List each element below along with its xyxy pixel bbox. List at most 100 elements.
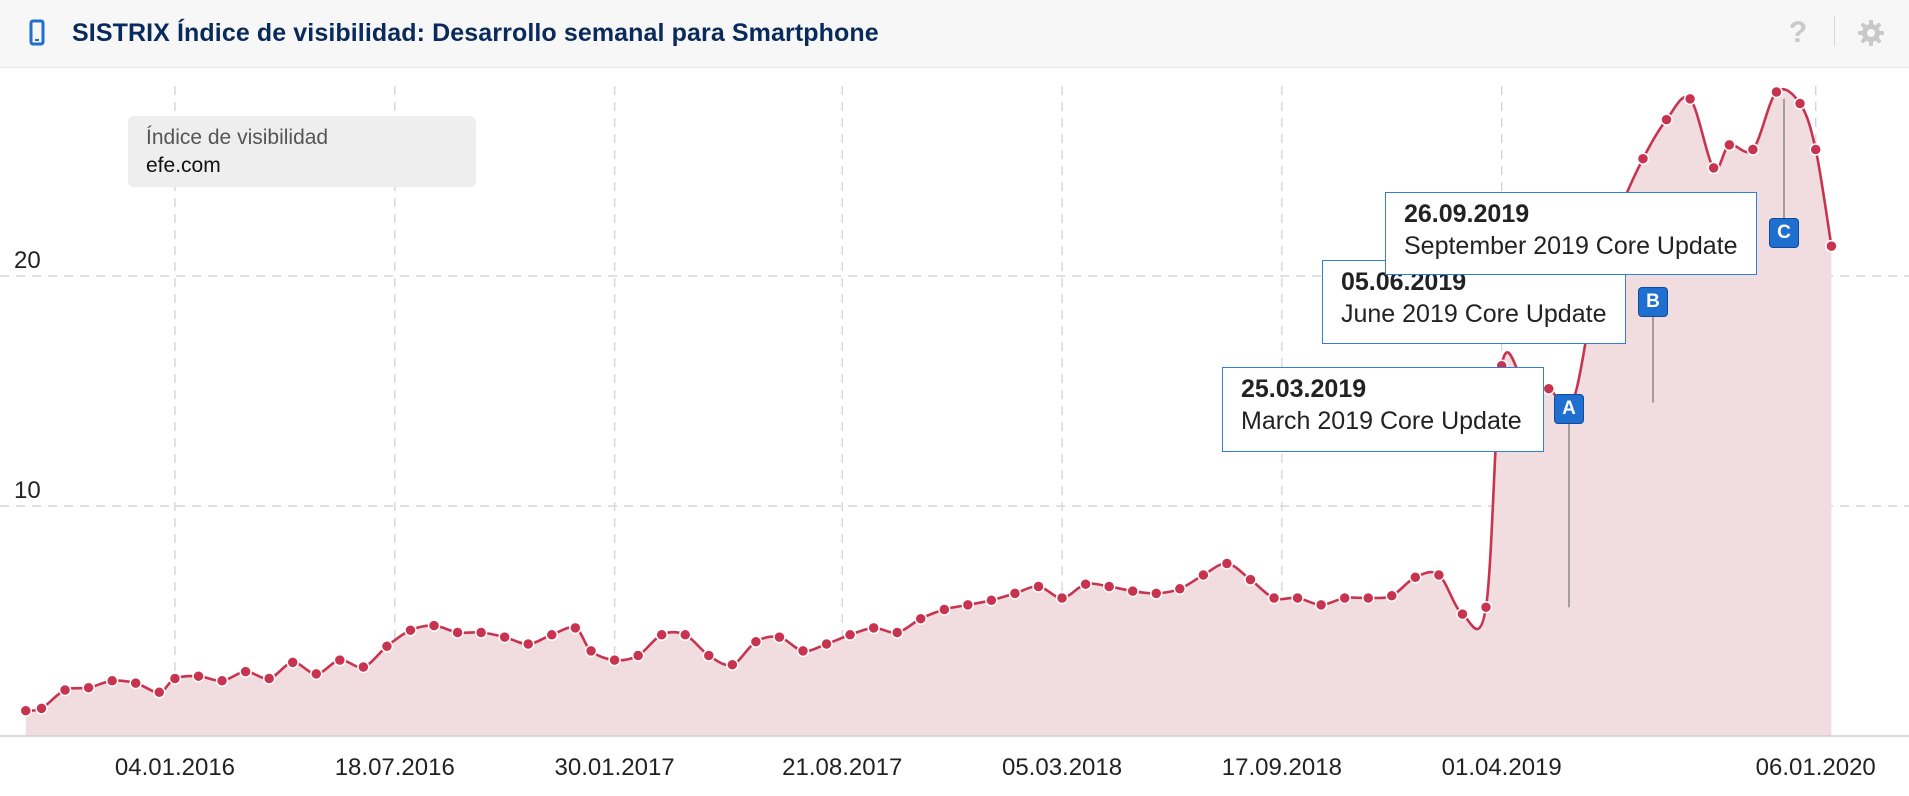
data-point [1809, 143, 1822, 156]
data-point [1660, 113, 1673, 126]
data-point [702, 649, 716, 662]
data-point [1746, 143, 1760, 156]
data-point [105, 674, 119, 688]
y-tick-label: 20 [14, 247, 41, 274]
data-point [498, 630, 511, 644]
chart-title: SISTRIX Índice de visibilidad: Desarroll… [72, 19, 879, 47]
data-point [890, 626, 904, 639]
gear-icon[interactable] [1856, 18, 1886, 48]
data-point [192, 669, 205, 683]
data-point [1150, 587, 1163, 600]
annotation-a-text: March 2019 Core Update [1241, 407, 1522, 435]
data-point [1291, 591, 1304, 605]
data-point [749, 635, 763, 648]
annotation-c-text: September 2019 Core Update [1404, 232, 1738, 260]
data-point [1636, 152, 1650, 165]
data-point [1385, 589, 1399, 602]
data-point [1409, 571, 1422, 584]
data-point [129, 676, 142, 690]
data-point [726, 658, 739, 671]
annotation-c-date: 26.09.2019 [1404, 200, 1530, 228]
legend-label: Índice de visibilidad [146, 126, 329, 149]
data-point [1479, 600, 1493, 614]
data-point [867, 621, 880, 635]
x-tick-label: 21.08.2017 [782, 754, 902, 781]
question-mark-icon[interactable]: ? [1788, 16, 1808, 49]
data-point [631, 649, 645, 662]
y-tick-label: 10 [14, 477, 41, 504]
x-tick-label: 04.01.2016 [115, 754, 235, 781]
annotation-lines [1568, 98, 1785, 608]
data-point [1723, 138, 1736, 152]
data-point [1338, 591, 1351, 605]
data-point [1220, 557, 1234, 570]
data-point [1793, 97, 1807, 110]
data-point [474, 626, 488, 639]
data-point [773, 630, 786, 644]
data-point [168, 672, 182, 685]
data-point [521, 637, 535, 651]
x-tick-label: 30.01.2017 [555, 754, 675, 781]
x-tick-label: 01.04.2019 [1442, 754, 1562, 781]
data-point [1126, 584, 1139, 598]
data-point [1314, 598, 1328, 612]
data-point [1432, 568, 1446, 582]
data-point [569, 621, 582, 635]
data-point [843, 628, 857, 642]
data-point [938, 603, 951, 616]
smartphone-icon [29, 19, 45, 46]
legend-domain: efe.com [146, 154, 221, 177]
data-point [286, 656, 299, 669]
legend-box: Índice de visibilidad efe.com [128, 116, 476, 187]
annotation-b-text: June 2019 Core Update [1341, 300, 1607, 328]
data-point [1197, 568, 1210, 582]
data-point [1032, 580, 1045, 593]
annotation-a-marker[interactable]: A [1554, 394, 1584, 424]
data-point [153, 686, 166, 699]
data-point [404, 623, 417, 637]
data-point [1079, 577, 1092, 591]
visibility-chart: 04.01.2016 18.07.2016 30.01.2017 21.08.2017… [0, 85, 1909, 781]
data-point [1456, 607, 1469, 621]
annotation-b-marker[interactable]: B [1638, 287, 1668, 317]
data-point [451, 626, 464, 639]
data-point [914, 612, 928, 625]
data-point [655, 628, 668, 642]
header-divider [1834, 16, 1835, 46]
area-layer [19, 85, 1838, 737]
data-point [1173, 582, 1187, 596]
chart-header: SISTRIX Índice de visibilidad: Desarroll… [0, 0, 1909, 68]
data-point [262, 672, 276, 685]
data-point [584, 644, 598, 658]
annotation-c-callout: 26.09.2019 September 2019 Core Update [1385, 192, 1757, 275]
data-point [1770, 85, 1783, 99]
data-point [1542, 382, 1556, 395]
data-point [35, 702, 48, 715]
data-point [820, 637, 833, 651]
data-point [1683, 92, 1697, 106]
x-tick-label: 18.07.2016 [335, 754, 455, 781]
annotation-c-marker[interactable]: C [1769, 218, 1799, 248]
x-tick-label: 17.09.2018 [1222, 754, 1342, 781]
data-point [19, 704, 33, 717]
data-point [1055, 591, 1069, 605]
data-point [1102, 580, 1116, 593]
axis-layer: 04.01.2016 18.07.2016 30.01.2017 21.08.2017… [0, 247, 1909, 781]
data-point [961, 598, 975, 612]
data-point [333, 653, 347, 667]
data-point [215, 674, 229, 688]
data-point [678, 628, 692, 642]
data-point [357, 660, 370, 674]
data-point [1825, 239, 1838, 253]
data-point [1008, 587, 1022, 600]
data-point [796, 644, 810, 658]
x-tick-label: 06.01.2020 [1756, 754, 1876, 781]
data-point [58, 683, 72, 697]
x-tick-label: 05.03.2018 [1002, 754, 1122, 781]
annotation-a-date: 25.03.2019 [1241, 375, 1367, 403]
data-point [82, 681, 95, 694]
data-point [310, 667, 323, 681]
data-point [380, 640, 394, 653]
data-point [1707, 161, 1720, 175]
data-point [1267, 591, 1281, 605]
